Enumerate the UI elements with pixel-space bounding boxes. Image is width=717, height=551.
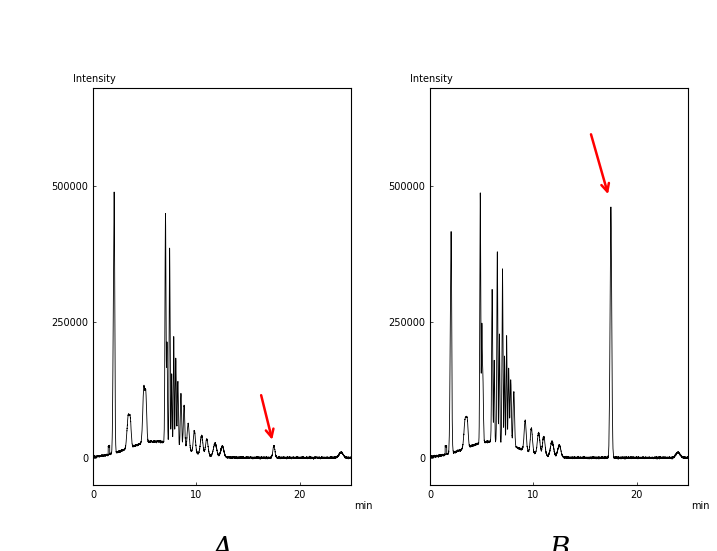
Text: min: min — [354, 501, 372, 511]
Text: Intensity: Intensity — [409, 74, 452, 84]
Text: A: A — [212, 537, 232, 551]
Text: Intensity: Intensity — [72, 74, 115, 84]
Text: B: B — [549, 537, 569, 551]
Text: min: min — [691, 501, 709, 511]
